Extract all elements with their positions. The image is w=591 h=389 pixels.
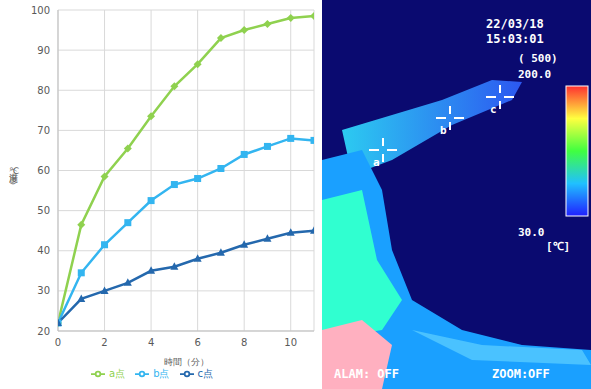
- svg-text:30: 30: [37, 285, 50, 296]
- svg-text:2: 2: [101, 337, 107, 348]
- svg-text:80: 80: [37, 85, 50, 96]
- svg-text:4: 4: [148, 337, 154, 348]
- svg-text:a: a: [373, 156, 380, 169]
- html-text:b点: b点: [153, 368, 170, 379]
- svg-text:100: 100: [31, 5, 50, 16]
- svg-text:50: 50: [37, 205, 50, 216]
- svg-text:6: 6: [194, 337, 200, 348]
- svg-text:60: 60: [37, 165, 50, 176]
- svg-text:30.0: 30.0: [518, 226, 545, 239]
- svg-text:200.0: 200.0: [518, 68, 551, 81]
- svg-text:温度（℃）: 温度（℃）: [9, 166, 19, 185]
- svg-text:40: 40: [37, 245, 50, 256]
- html-text:c点: c点: [197, 368, 213, 379]
- svg-text:b: b: [440, 124, 447, 137]
- svg-text:[℃]: [℃]: [546, 240, 570, 253]
- svg-text:時間（分）: 時間（分）: [164, 357, 209, 367]
- svg-text:c: c: [490, 103, 497, 116]
- svg-text:( 500): ( 500): [518, 52, 558, 65]
- html-text:a点: a点: [109, 368, 126, 379]
- svg-text:20: 20: [37, 326, 50, 337]
- svg-text:ZOOM:OFF: ZOOM:OFF: [492, 367, 550, 381]
- svg-text:90: 90: [37, 45, 50, 56]
- svg-text:10: 10: [284, 337, 297, 348]
- svg-text:22/03/18: 22/03/18: [486, 17, 544, 31]
- svg-text:70: 70: [37, 125, 50, 136]
- svg-text:15:03:01: 15:03:01: [486, 32, 544, 46]
- svg-text:ALAM: OFF: ALAM: OFF: [334, 367, 399, 381]
- svg-text:8: 8: [241, 337, 247, 348]
- svg-text:0: 0: [55, 337, 61, 348]
